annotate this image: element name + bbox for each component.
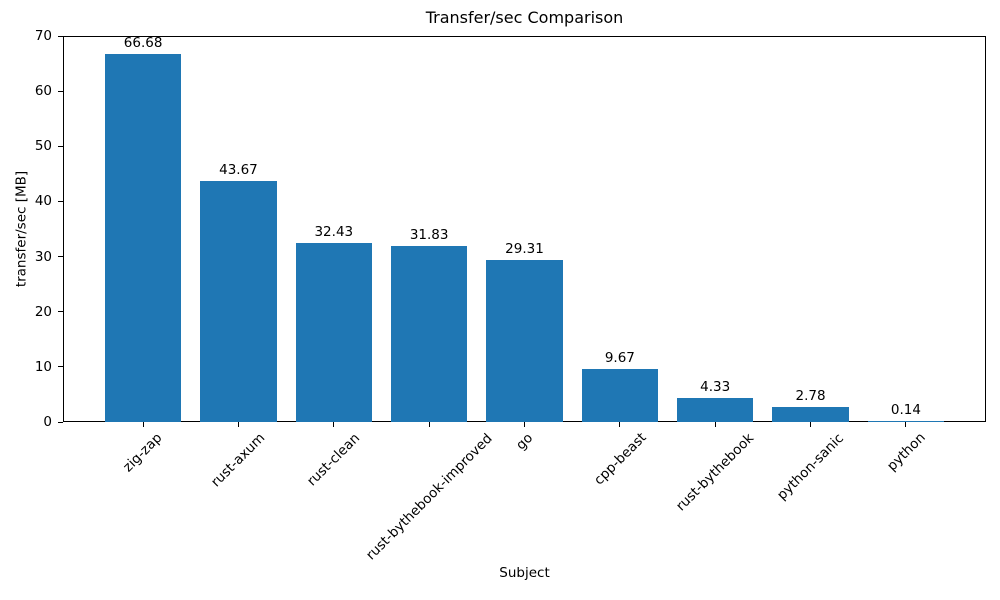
x-tick-label: zig-zap bbox=[120, 429, 166, 476]
x-tick-label: python-sanic bbox=[774, 429, 848, 503]
bar-value-label: 31.83 bbox=[409, 227, 449, 244]
bar-value-label: 0.14 bbox=[890, 402, 921, 418]
x-tick-mark bbox=[428, 422, 430, 427]
y-tick-mark bbox=[58, 35, 63, 37]
y-tick-label: 30 bbox=[34, 248, 52, 265]
bar bbox=[677, 398, 754, 422]
x-tick-mark bbox=[142, 422, 144, 427]
bar-value-label: 29.31 bbox=[505, 241, 544, 258]
bar bbox=[772, 406, 849, 422]
y-tick-label: 20 bbox=[34, 303, 52, 320]
x-tick-mark bbox=[619, 422, 621, 427]
x-tick-label: rust-clean bbox=[304, 430, 364, 490]
bar-value-label: 32.43 bbox=[314, 224, 354, 241]
x-tick-mark bbox=[333, 422, 335, 427]
y-tick-label: 0 bbox=[43, 414, 52, 430]
x-tick-label: cpp-beast bbox=[590, 430, 650, 489]
x-tick-label: rust-bythebook bbox=[673, 430, 758, 515]
y-tick-mark bbox=[58, 145, 63, 147]
x-tick-label: rust-axum bbox=[208, 429, 269, 491]
bar bbox=[391, 246, 468, 422]
y-axis-label: transfer/sec [MB] bbox=[13, 170, 30, 288]
x-tick-label: rust-bythebook-improved bbox=[362, 430, 496, 563]
y-tick-mark bbox=[58, 256, 63, 258]
x-tick-label: go bbox=[512, 430, 537, 454]
y-tick-label: 70 bbox=[34, 28, 52, 44]
y-tick-label: 40 bbox=[34, 193, 52, 210]
y-tick-label: 60 bbox=[34, 83, 52, 100]
bar-value-label: 4.33 bbox=[700, 379, 731, 396]
y-tick-label: 10 bbox=[34, 358, 52, 375]
y-tick-mark bbox=[58, 200, 63, 202]
bar-value-label: 2.78 bbox=[795, 387, 826, 404]
x-tick-mark bbox=[237, 422, 239, 427]
bar-value-label: 66.68 bbox=[123, 35, 163, 52]
x-tick-label: python bbox=[883, 429, 929, 475]
x-tick-mark bbox=[810, 422, 812, 427]
bar-value-label: 9.67 bbox=[604, 349, 635, 366]
chart-title: Transfer/sec Comparison bbox=[425, 8, 624, 27]
bar bbox=[486, 260, 563, 422]
x-axis-label: Subject bbox=[499, 565, 550, 581]
bar bbox=[200, 181, 277, 422]
x-tick-mark bbox=[714, 422, 716, 427]
y-tick-mark bbox=[58, 366, 63, 368]
bar bbox=[295, 243, 372, 422]
y-tick-mark bbox=[58, 421, 63, 423]
plot-coordinate-layer: 0 10 20 30 40 50 60 70 66.68 zig-zap 43.67 rust-axu… bbox=[35, 28, 986, 563]
y-tick-mark bbox=[58, 311, 63, 313]
y-tick-label: 50 bbox=[34, 138, 52, 155]
x-tick-mark bbox=[905, 422, 907, 427]
y-tick-mark bbox=[58, 90, 63, 92]
bar-value-label: 43.67 bbox=[219, 162, 258, 179]
bar bbox=[581, 368, 658, 422]
x-tick-mark bbox=[524, 422, 525, 427]
bar bbox=[104, 54, 182, 422]
bar bbox=[867, 421, 945, 422]
